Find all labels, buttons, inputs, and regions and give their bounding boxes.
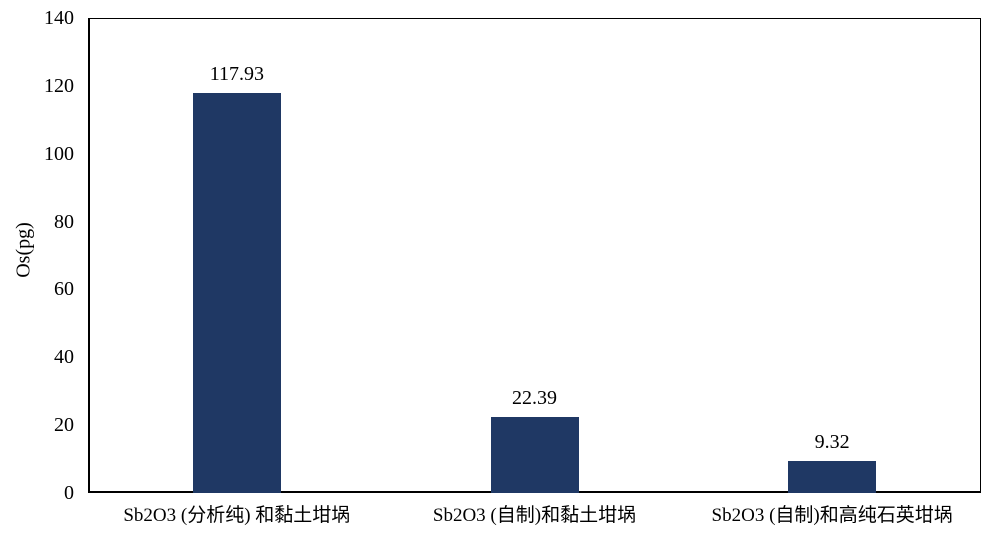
y-tick-label: 20	[54, 414, 74, 437]
y-tick-label: 60	[54, 278, 74, 301]
y-tick-label: 80	[54, 210, 74, 233]
x-category-label: Sb2O3 (自制)和高纯石英坩埚	[711, 505, 953, 526]
bar-value-label: 22.39	[512, 387, 557, 410]
bar-value-label: 9.32	[814, 431, 850, 454]
bar	[490, 417, 579, 493]
y-tick-label: 0	[64, 482, 74, 504]
x-category-label: Sb2O3 (自制)和黏土坩埚	[432, 505, 637, 526]
bar	[788, 461, 877, 493]
y-tick-label: 100	[44, 142, 74, 165]
y-tick-label: 140	[44, 7, 74, 29]
y-tick-label: 120	[44, 74, 74, 97]
y-tick-label: 40	[54, 346, 74, 369]
bar	[192, 92, 281, 493]
bar-value-label: 117.93	[209, 62, 264, 85]
x-category-label: Sb2O3 (分析纯) 和黏土坩埚	[123, 505, 351, 526]
